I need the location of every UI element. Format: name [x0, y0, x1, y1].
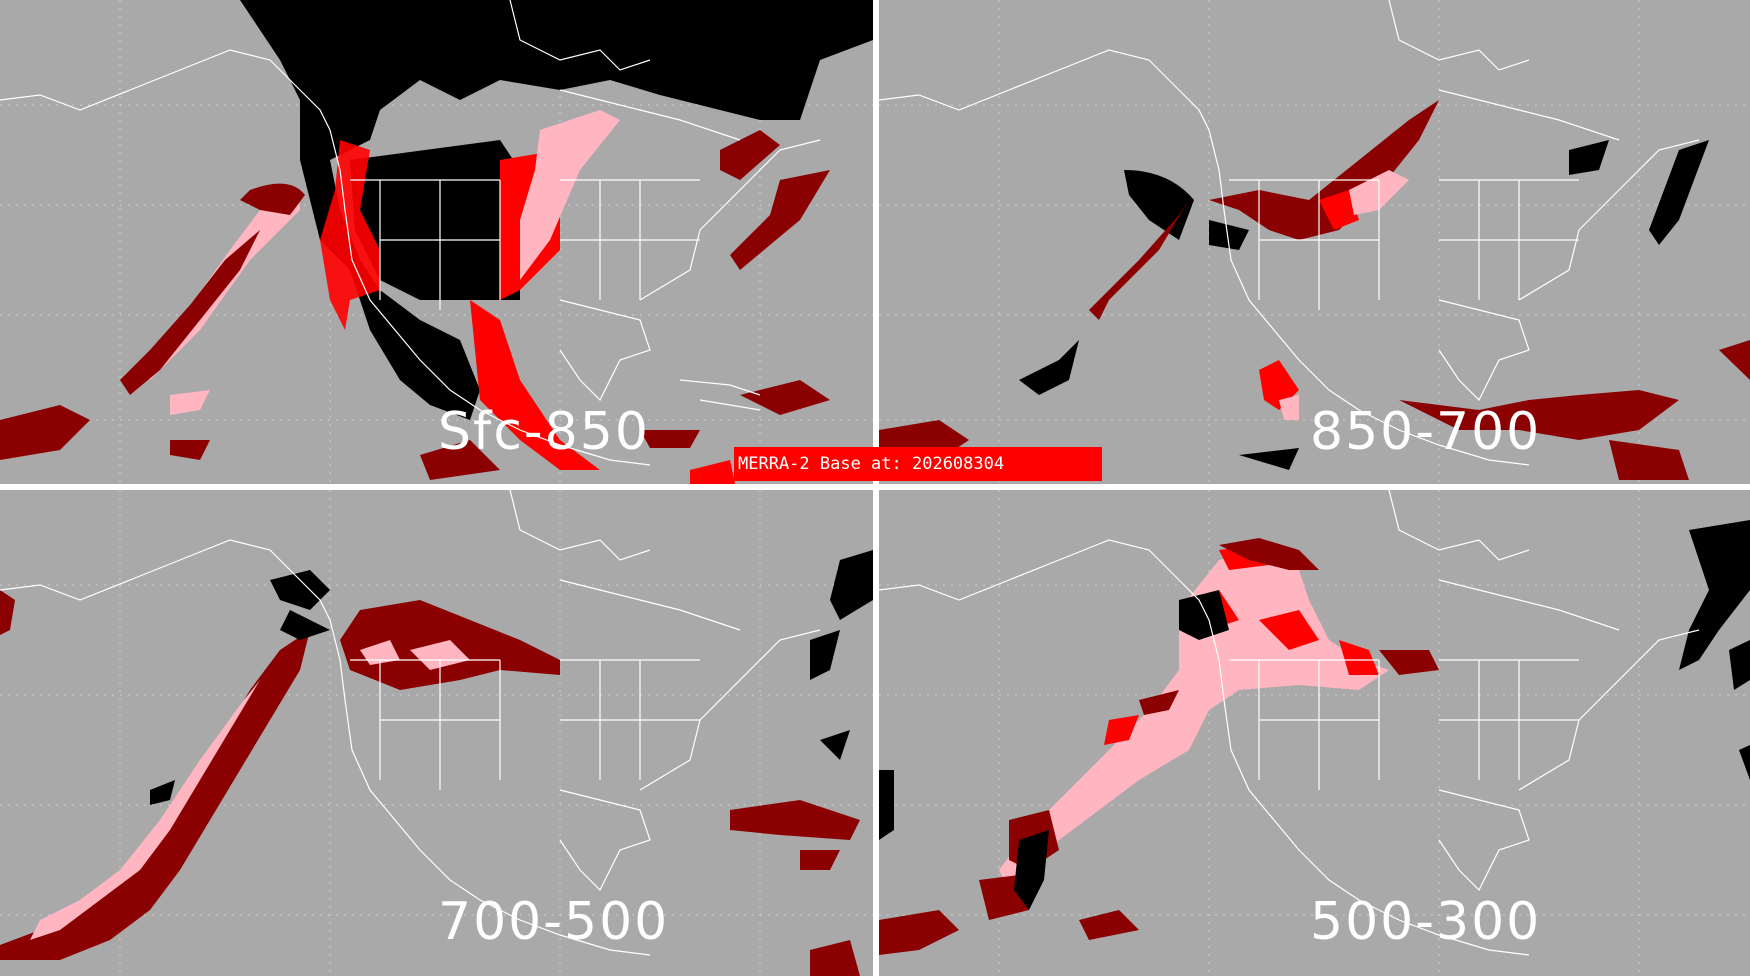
lat-lon-gridlines	[879, 0, 1750, 484]
map-panel-sfc-850: Sfc-850	[0, 0, 873, 484]
black-shaded-region	[150, 550, 873, 805]
map-canvas	[879, 0, 1750, 484]
coastline-and-borders	[0, 0, 821, 466]
map-canvas	[0, 0, 873, 484]
black-shaded-region	[879, 520, 1750, 910]
map-panel-850-700: 850-700	[879, 0, 1750, 484]
base-date-banner: MERRA-2 Base at: 202608304	[734, 447, 1102, 481]
layer-label: 700-500	[438, 892, 670, 952]
layer-label: Sfc-850	[438, 402, 650, 462]
coastline-and-borders	[879, 490, 1700, 956]
pink-shaded-region	[30, 640, 470, 940]
coastline-and-borders	[0, 490, 821, 956]
map-canvas	[0, 490, 873, 976]
map-canvas	[879, 490, 1750, 976]
map-panel-700-500: 700-500	[0, 490, 873, 976]
coastline-and-borders	[879, 0, 1700, 466]
black-shaded-region	[1019, 140, 1709, 470]
layer-label: 850-700	[1310, 402, 1542, 462]
lat-lon-gridlines	[879, 490, 1750, 976]
layer-label: 500-300	[1310, 892, 1542, 952]
dark-red-shaded-region	[0, 130, 830, 480]
lat-lon-gridlines	[0, 490, 873, 976]
map-panel-500-300: 500-300	[879, 490, 1750, 976]
